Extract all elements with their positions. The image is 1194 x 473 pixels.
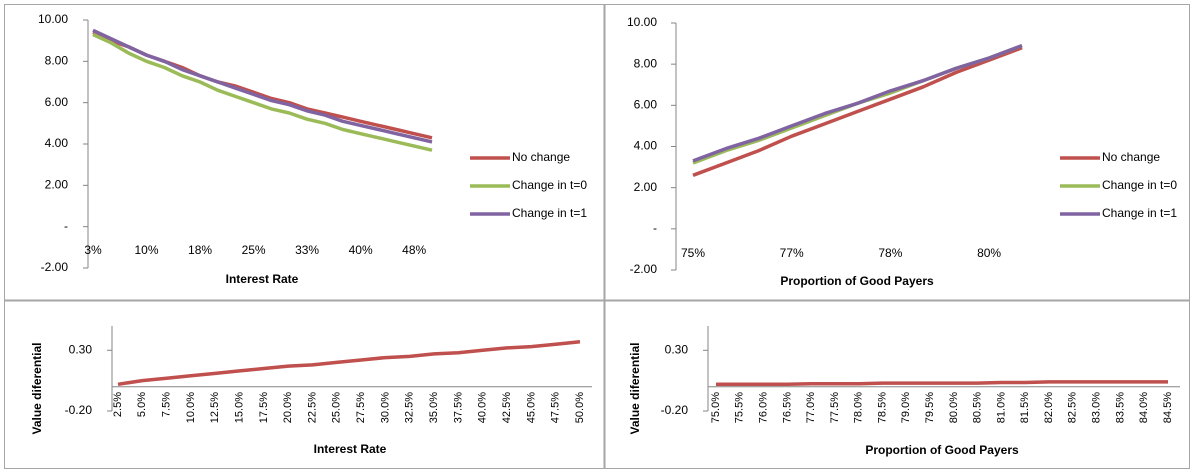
x-tick-label: 17.5% [258, 392, 270, 423]
x-tick-label: 82.5% [1067, 392, 1079, 423]
frame [4, 4, 1190, 469]
x-tick-label: 3% [84, 243, 102, 257]
x-tick-label: 78% [878, 246, 902, 260]
x-tick-label: 76.0% [757, 392, 769, 423]
y-tick-label: 6.00 [45, 95, 69, 109]
x-tick-label: 80.0% [948, 392, 960, 423]
x-tick-label: 76.5% [781, 392, 793, 423]
x-tick-label: 10.0% [185, 392, 197, 423]
x-tick-label: 22.5% [306, 392, 318, 423]
x-tick-label: 32.5% [404, 392, 416, 423]
x-tick-label: 77% [780, 246, 804, 260]
series-line [692, 43, 1023, 163]
x-tick-label: 75.0% [710, 392, 722, 423]
x-tick-label: 83.0% [1091, 392, 1103, 423]
series-line [92, 32, 433, 152]
x-tick-label: 75% [681, 246, 705, 260]
series-line [117, 340, 581, 387]
x-tick-label: 80% [977, 246, 1001, 260]
x-axis-title: Proportion of Good Payers [865, 443, 1019, 457]
x-tick-label: 35.0% [428, 392, 440, 423]
y-tick-label: 0.30 [665, 342, 689, 356]
series-line [692, 46, 1023, 177]
x-tick-label: 78.0% [853, 392, 865, 423]
series-line [716, 380, 1168, 387]
x-tick-label: 77.5% [829, 392, 841, 423]
y-tick-label: 10.00 [38, 12, 68, 26]
x-tick-label: 12.5% [209, 392, 221, 423]
legend-label: Change in t=0 [512, 178, 587, 192]
x-tick-label: 25.0% [331, 392, 343, 423]
legend-label: Change in t=0 [1102, 178, 1177, 192]
y-tick-label: - [64, 219, 68, 233]
x-tick-label: 33% [295, 243, 319, 257]
x-tick-label: 48% [402, 243, 426, 257]
y-tick-label: 2.00 [634, 180, 658, 194]
x-tick-label: 20.0% [282, 392, 294, 423]
x-tick-label: 27.5% [355, 392, 367, 423]
x-tick-label: 84.5% [1162, 392, 1174, 423]
legend-label: No change [1102, 150, 1160, 164]
x-tick-label: 40% [349, 243, 373, 257]
x-tick-label: 79.5% [924, 392, 936, 423]
series-line [92, 28, 433, 144]
x-tick-label: 47.5% [550, 392, 562, 423]
x-axis-title: Interest Rate [314, 442, 387, 456]
x-tick-label: 84.0% [1138, 392, 1150, 423]
x-tick-label: 5.0% [136, 392, 148, 417]
y-tick-label: 8.00 [634, 56, 658, 70]
x-tick-label: 18% [188, 243, 212, 257]
y-tick-label: 2.00 [45, 178, 69, 192]
x-axis-title: Proportion of Good Payers [780, 274, 934, 288]
x-tick-label: 30.0% [379, 392, 391, 423]
y-tick-label: 8.00 [45, 54, 69, 68]
x-tick-label: 50.0% [574, 392, 586, 423]
x-tick-label: 2.5% [112, 392, 124, 417]
y-axis-title: Value diferential [628, 342, 642, 434]
series-line [92, 30, 433, 140]
x-tick-label: 81.5% [1019, 392, 1031, 423]
x-tick-label: 42.5% [501, 392, 513, 423]
y-tick-label: 0.30 [69, 342, 93, 356]
y-tick-label: -0.20 [65, 403, 93, 417]
y-tick-label: -2.00 [630, 262, 658, 276]
x-tick-label: 80.5% [972, 392, 984, 423]
x-tick-label: 7.5% [161, 392, 173, 417]
x-tick-label: 78.5% [876, 392, 888, 423]
y-tick-label: 10.00 [627, 15, 657, 29]
x-tick-label: 82.0% [1043, 392, 1055, 423]
legend-label: Change in t=1 [512, 206, 587, 220]
legend-label: Change in t=1 [1102, 206, 1177, 220]
x-tick-label: 10% [135, 243, 159, 257]
y-tick-label: -0.20 [661, 403, 689, 417]
x-tick-label: 79.0% [900, 392, 912, 423]
y-tick-label: 6.00 [634, 98, 658, 112]
x-tick-label: 37.5% [452, 392, 464, 423]
x-tick-label: 83.5% [1114, 392, 1126, 423]
x-tick-label: 77.0% [805, 392, 817, 423]
x-tick-label: 15.0% [233, 392, 245, 423]
x-tick-label: 45.0% [525, 392, 537, 423]
y-tick-label: 4.00 [45, 136, 69, 150]
x-tick-label: 81.0% [995, 392, 1007, 423]
legend-label: No change [512, 150, 570, 164]
y-tick-label: 4.00 [634, 139, 658, 153]
x-tick-label: 40.0% [477, 392, 489, 423]
y-axis-title: Value diferential [30, 342, 44, 434]
y-tick-label: -2.00 [41, 260, 69, 274]
x-axis-title: Interest Rate [226, 272, 299, 286]
x-tick-label: 75.5% [734, 392, 746, 423]
x-tick-label: 25% [242, 243, 266, 257]
y-tick-label: - [653, 221, 657, 235]
